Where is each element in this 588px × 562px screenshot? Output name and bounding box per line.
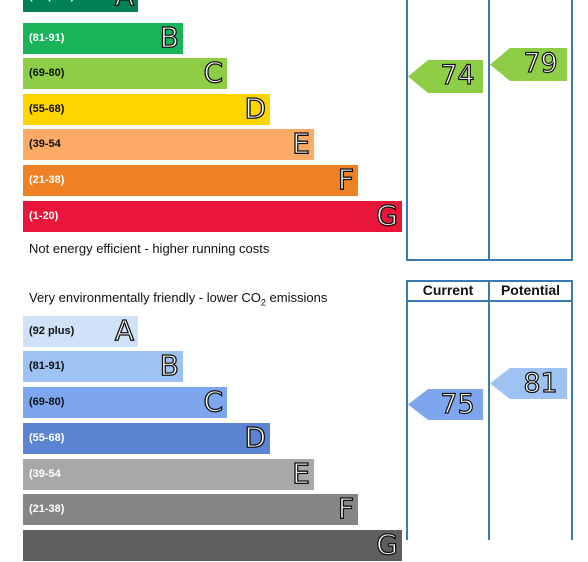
- band-range-label: (1-20): [29, 210, 59, 222]
- band-range-label: (81-91): [29, 32, 65, 44]
- panel-border: [406, 280, 573, 282]
- panel-divider: [406, 0, 408, 261]
- rating-arrow-icon: [408, 60, 483, 93]
- band-range-label: (21-38): [29, 174, 65, 186]
- panel-divider: [488, 0, 490, 261]
- band-letter: C: [203, 384, 224, 418]
- band-bar-f: (21-38) F: [23, 162, 358, 197]
- band-bar-e: (39-54 E: [23, 126, 314, 161]
- band-bar-a: (92 plus) A: [23, 313, 138, 348]
- band-range-label: (69-80): [29, 67, 65, 79]
- band-letter: C: [203, 55, 224, 89]
- column-header-potential: Potential: [500, 282, 561, 298]
- rating-arrow-icon: [490, 368, 567, 399]
- band-bar-b: (81-91) B: [23, 348, 183, 383]
- band-letter: E: [292, 126, 311, 160]
- band-letter: B: [159, 20, 180, 54]
- band-letter: G: [376, 198, 399, 232]
- band-range-label: (92 plus): [29, 325, 75, 337]
- band-letter: E: [292, 456, 311, 490]
- band-range-label: (39-54: [29, 138, 61, 150]
- band-range-label: (92 plus): [29, 0, 74, 12]
- panel-divider: [571, 280, 573, 540]
- energy-current-rating: 74: [408, 59, 483, 93]
- band-bar-c: (69-80) C: [23, 55, 227, 90]
- band-letter: A: [114, 0, 134, 13]
- band-range-label: (81-91): [29, 360, 65, 372]
- environment-current-value: 75: [440, 388, 476, 420]
- environment-header-note: Very environmentally friendly - lower CO…: [29, 290, 328, 308]
- band-letter: D: [244, 420, 267, 454]
- environment-current-rating: 75: [408, 388, 483, 421]
- band-bar-g: G: [23, 527, 402, 562]
- panel-border: [406, 259, 573, 261]
- rating-arrow-icon: [490, 48, 567, 81]
- band-letter: G: [376, 527, 399, 561]
- band-bar-b: (81-91) B: [23, 20, 183, 55]
- band-letter: B: [159, 348, 180, 382]
- environment-potential-value: 81: [523, 367, 559, 399]
- band-bar-c: (69-80) C: [23, 384, 227, 419]
- band-bar-f: (21-38) F: [23, 491, 358, 526]
- band-range-label: (55-68): [29, 432, 65, 444]
- band-bar-a: (92 plus) A: [23, 0, 138, 13]
- band-bar-g: (1-20) G: [23, 198, 402, 233]
- column-header-current: Current: [422, 282, 474, 298]
- environment-potential-rating: 81: [490, 367, 567, 400]
- band-letter: F: [337, 491, 354, 525]
- panel-divider: [571, 0, 573, 261]
- band-letter: D: [244, 91, 267, 125]
- energy-current-value: 74: [440, 59, 476, 91]
- band-letter: F: [337, 162, 354, 196]
- energy-potential-rating: 79: [490, 47, 567, 81]
- band-range-label: (69-80): [29, 396, 65, 408]
- band-bar-e: (39-54 E: [23, 456, 314, 491]
- panel-divider: [488, 280, 490, 540]
- band-range-label: (21-38): [29, 503, 65, 515]
- energy-potential-value: 79: [523, 47, 559, 79]
- band-range-label: (39-54: [29, 468, 61, 480]
- energy-efficiency-panel: (92 plus)A(81-91)B(69-80)C(55-68)D(39-54…: [0, 0, 588, 262]
- header-underline: [406, 300, 573, 302]
- energy-footer-note: Not energy efficient - higher running co…: [29, 241, 270, 256]
- rating-arrow-icon: [408, 389, 483, 420]
- band-bar-d: (55-68) D: [23, 91, 270, 126]
- band-range-label: (55-68): [29, 103, 65, 115]
- band-letter: A: [114, 313, 134, 347]
- panel-divider: [406, 280, 408, 540]
- environmental-impact-panel: Current Potential Very environmentally f…: [0, 280, 588, 562]
- band-bar-d: (55-68) D: [23, 420, 270, 455]
